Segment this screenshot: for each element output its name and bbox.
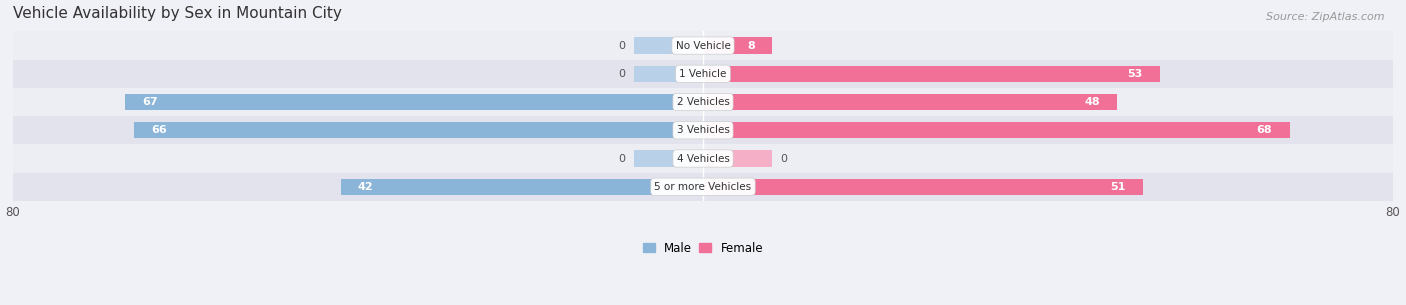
Text: 4 Vehicles: 4 Vehicles: [676, 153, 730, 163]
Bar: [13, 60, 1393, 88]
Text: 0: 0: [780, 153, 787, 163]
Bar: [634, 38, 703, 54]
Bar: [634, 66, 703, 82]
Text: 67: 67: [142, 97, 157, 107]
Bar: [703, 94, 1116, 110]
Bar: [703, 122, 1289, 138]
Bar: [13, 116, 1393, 144]
Bar: [703, 150, 772, 167]
Text: 3 Vehicles: 3 Vehicles: [676, 125, 730, 135]
Bar: [13, 173, 1393, 201]
Text: 0: 0: [619, 69, 626, 79]
Text: 42: 42: [359, 182, 374, 192]
Text: 0: 0: [619, 153, 626, 163]
Text: 5 or more Vehicles: 5 or more Vehicles: [654, 182, 752, 192]
Bar: [703, 178, 1143, 195]
Text: 2 Vehicles: 2 Vehicles: [676, 97, 730, 107]
Bar: [13, 31, 1393, 60]
Text: 68: 68: [1257, 125, 1272, 135]
Bar: [134, 122, 703, 138]
Bar: [703, 38, 772, 54]
Legend: Male, Female: Male, Female: [638, 237, 768, 259]
Text: 8: 8: [747, 41, 755, 51]
Bar: [13, 144, 1393, 173]
Text: 53: 53: [1128, 69, 1143, 79]
Bar: [634, 150, 703, 167]
Text: Source: ZipAtlas.com: Source: ZipAtlas.com: [1267, 12, 1385, 22]
Bar: [340, 178, 703, 195]
Text: 51: 51: [1111, 182, 1126, 192]
Text: Vehicle Availability by Sex in Mountain City: Vehicle Availability by Sex in Mountain …: [13, 5, 342, 20]
Text: 66: 66: [150, 125, 167, 135]
Text: 48: 48: [1084, 97, 1099, 107]
Text: 1 Vehicle: 1 Vehicle: [679, 69, 727, 79]
Text: No Vehicle: No Vehicle: [675, 41, 731, 51]
Bar: [703, 66, 1160, 82]
Bar: [13, 88, 1393, 116]
Text: 0: 0: [619, 41, 626, 51]
Bar: [125, 94, 703, 110]
